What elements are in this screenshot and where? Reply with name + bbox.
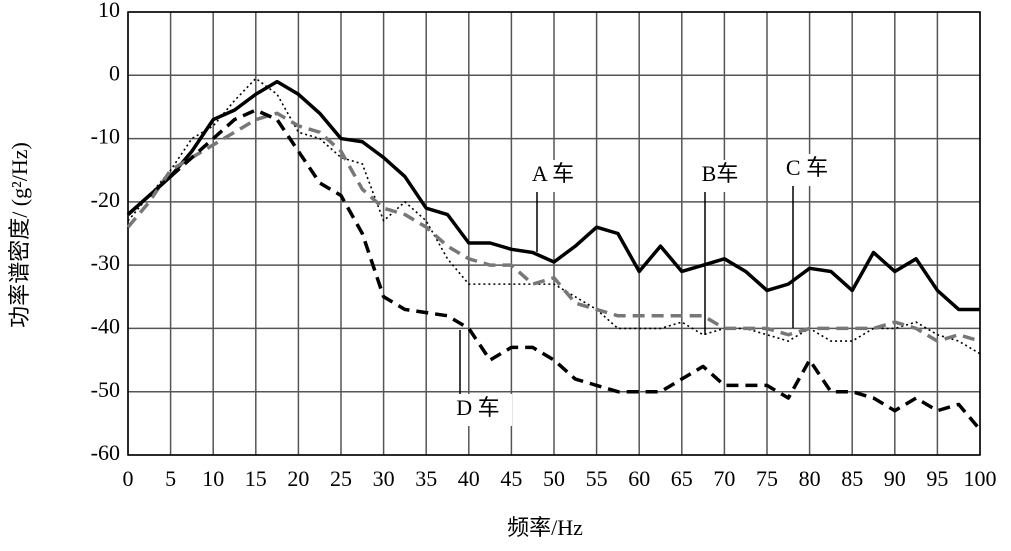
series-label: A 车 [532, 161, 574, 186]
series-line [126, 79, 980, 312]
x-tick-label: 95 [926, 466, 948, 491]
x-tick-label: 70 [713, 466, 735, 491]
series-label: B车 [702, 161, 739, 186]
x-tick-label: 50 [543, 466, 565, 491]
x-tick-label: 5 [165, 466, 176, 491]
y-tick-label: -60 [91, 440, 120, 465]
label-bg [773, 154, 841, 186]
x-tick-label: 60 [628, 466, 650, 491]
x-tick-label: 45 [500, 466, 522, 491]
x-tick-label: 100 [964, 466, 997, 491]
series-label: C 车 [786, 155, 828, 180]
label-bg [686, 160, 754, 192]
x-tick-label: 0 [123, 466, 134, 491]
x-tick-label: 10 [202, 466, 224, 491]
y-tick-label: 10 [98, 0, 120, 22]
y-tick-label: 0 [109, 60, 120, 85]
x-axis-label: 频率/Hz [507, 515, 583, 540]
y-tick-label: -40 [91, 313, 120, 338]
series-line [127, 77, 981, 355]
series-label: D 车 [456, 395, 499, 420]
x-tick-label: 80 [799, 466, 821, 491]
x-tick-label: 55 [586, 466, 608, 491]
y-tick-label: -10 [91, 124, 120, 149]
plot-frame [127, 11, 981, 456]
x-tick-label: 25 [330, 466, 352, 491]
series-line [126, 111, 981, 343]
x-tick-label: 75 [756, 466, 778, 491]
y-tick-label: -50 [91, 377, 120, 402]
x-tick-label: 35 [415, 466, 437, 491]
x-tick-label: 90 [884, 466, 906, 491]
label-bg [519, 160, 587, 192]
x-tick-label: 85 [841, 466, 863, 491]
x-tick-label: 20 [287, 466, 309, 491]
x-tick-label: 15 [245, 466, 267, 491]
y-tick-label: -20 [91, 187, 120, 212]
label-bg [444, 394, 512, 426]
series-line [126, 108, 982, 431]
y-axis-label: 功率谱密度/ (g²/Hz) [7, 142, 32, 328]
x-tick-label: 65 [671, 466, 693, 491]
y-tick-label: -30 [91, 250, 120, 275]
x-tick-label: 40 [458, 466, 480, 491]
x-tick-label: 30 [373, 466, 395, 491]
